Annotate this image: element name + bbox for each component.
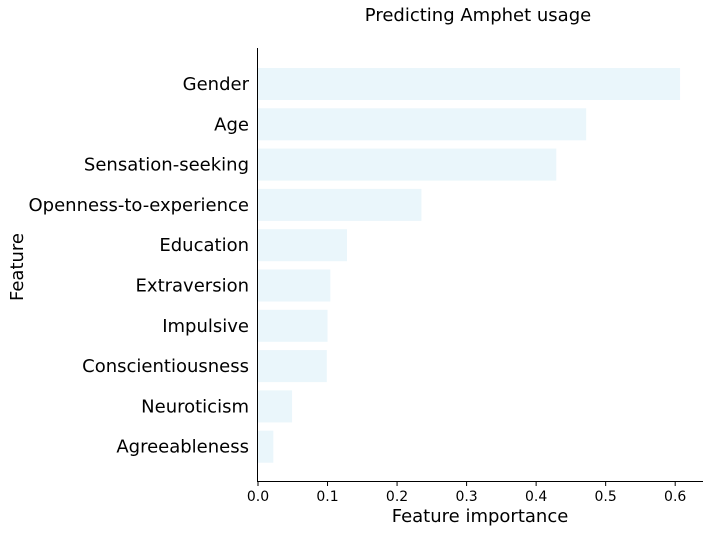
bar-neuroticism [258,390,293,423]
chart-title: Predicting Amphet usage [365,5,591,26]
bar-gender [258,68,681,100]
category-label: Age [214,114,249,135]
category-labels: Gender Age Sensation-seeking Openness-to-ex… [29,74,250,458]
category-label: Extraversion [136,276,249,297]
x-axis-ticks: 0.0 0.1 0.2 0.3 0.4 0.5 0.6 [247,482,686,505]
bar-sensation-seeking [258,148,557,181]
bar-age [258,108,587,141]
x-tick-label: 0.4 [525,489,547,505]
x-tick-label: 0.2 [386,489,408,505]
bar-education [258,229,347,262]
x-tick-label: 0.6 [664,489,686,505]
category-label: Neuroticism [141,396,249,417]
bar-agreeableness [258,430,274,463]
category-label: Sensation-seeking [84,155,249,176]
x-tick-label: 0.3 [455,489,477,505]
y-axis-label: Feature [7,233,28,301]
x-tick-label: 0.5 [595,489,617,505]
x-tick-label: 0.0 [247,489,269,505]
x-axis-label: Feature importance [392,506,569,527]
bar-extraversion [258,269,331,302]
bar-impulsive [258,309,328,342]
category-label: Impulsive [162,316,249,337]
bar-openness-to-experience [258,188,422,221]
category-label: Openness-to-experience [29,195,249,216]
category-label: Agreeableness [116,437,249,458]
bars-group [258,68,681,463]
category-label: Education [159,235,249,256]
category-label: Gender [183,74,250,95]
bar-conscientiousness [258,350,327,383]
x-tick-label: 0.1 [316,489,338,505]
category-label: Conscientiousness [82,356,249,377]
